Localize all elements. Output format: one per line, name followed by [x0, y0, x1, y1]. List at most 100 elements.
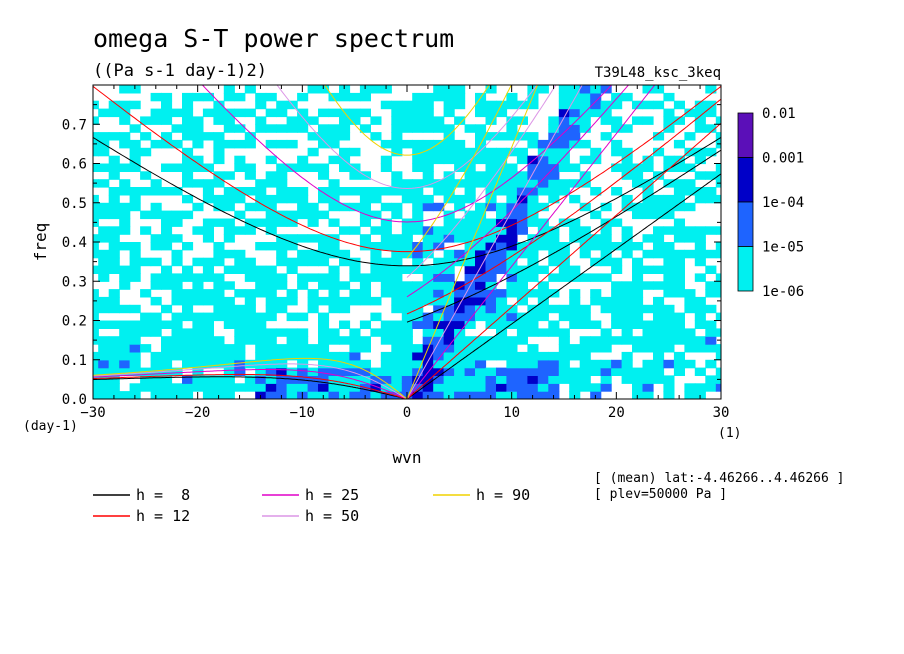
power-cell: [213, 359, 225, 369]
power-cell: [401, 187, 413, 196]
power-cell: [443, 375, 455, 384]
power-cell: [548, 187, 560, 196]
power-cell: [653, 210, 665, 220]
power-cell: [359, 187, 371, 196]
power-cell: [328, 202, 340, 212]
power-cell: [182, 296, 194, 306]
power-cell: [93, 391, 99, 399]
power-cell: [286, 289, 298, 298]
power-cell: [705, 108, 717, 118]
power-cell: [558, 273, 570, 282]
power-cell: [485, 194, 497, 204]
power-cell: [579, 108, 591, 118]
power-cell: [93, 320, 99, 329]
power-cell: [370, 249, 382, 259]
power-cell: [464, 273, 476, 282]
power-cell: [318, 210, 330, 220]
power-cell: [443, 187, 455, 196]
power-cell: [705, 383, 717, 392]
power-cell: [150, 281, 162, 290]
power-cell: [642, 367, 654, 376]
power-cell: [569, 92, 581, 102]
power-cell: [527, 351, 539, 361]
power-cell: [496, 336, 508, 345]
power-cell: [705, 100, 717, 110]
power-cell: [192, 132, 204, 141]
power-cell: [454, 367, 466, 376]
power-cell: [202, 296, 214, 306]
power-cell: [129, 367, 141, 376]
power-cell: [328, 383, 340, 392]
power-cell: [182, 273, 194, 282]
power-cell: [349, 202, 361, 212]
power-cell: [653, 281, 665, 290]
power-cell: [161, 320, 173, 329]
power-cell: [412, 100, 424, 110]
power-cell: [339, 147, 351, 157]
power-cell: [632, 367, 644, 376]
power-cell: [276, 383, 288, 392]
power-cell: [600, 108, 612, 118]
power-cell: [307, 116, 319, 125]
power-cell: [108, 132, 120, 141]
power-cell: [464, 367, 476, 376]
power-cell: [244, 187, 256, 196]
power-cell: [234, 249, 246, 259]
power-cell: [255, 273, 267, 282]
power-cell: [715, 249, 721, 259]
power-cell: [359, 320, 371, 329]
power-cell: [485, 249, 497, 259]
power-cell: [485, 281, 497, 290]
power-cell: [108, 242, 120, 251]
y-axis-label: freq: [31, 223, 50, 262]
power-cell: [632, 336, 644, 345]
power-cell: [506, 312, 518, 322]
power-cell: [475, 249, 487, 259]
power-cell: [527, 155, 539, 165]
power-cell: [370, 116, 382, 125]
power-cell: [611, 265, 623, 274]
power-cell: [443, 155, 455, 165]
power-cell: [391, 336, 403, 345]
power-cell: [182, 312, 194, 322]
power-cell: [705, 328, 717, 337]
power-cell: [192, 312, 204, 322]
power-cell: [590, 296, 602, 306]
power-cell: [265, 218, 277, 227]
power-cell: [433, 281, 445, 290]
power-cell: [454, 289, 466, 298]
power-cell: [297, 273, 309, 282]
power-cell: [380, 328, 392, 337]
power-cell: [93, 234, 99, 243]
power-cell: [663, 242, 675, 251]
power-cell: [412, 281, 424, 290]
power-cell: [642, 210, 654, 220]
power-cell: [516, 336, 528, 345]
power-cell: [527, 85, 539, 94]
power-cell: [412, 92, 424, 102]
power-cell: [464, 249, 476, 259]
power-cell: [161, 304, 173, 314]
power-cell: [255, 383, 267, 392]
power-cell: [548, 179, 560, 188]
power-cell: [569, 304, 581, 314]
power-cell: [307, 391, 319, 399]
power-cell: [213, 383, 225, 392]
power-cell: [579, 383, 591, 392]
power-cell: [506, 163, 518, 172]
power-cell: [715, 289, 721, 298]
power-cell: [202, 312, 214, 322]
power-cell: [579, 351, 591, 361]
power-cell: [694, 273, 706, 282]
note-latitude: [ (mean) lat:-4.46266..4.46266 ]: [594, 471, 844, 486]
power-cell: [276, 242, 288, 251]
power-cell: [454, 359, 466, 369]
power-cell: [412, 218, 424, 227]
power-cell: [579, 344, 591, 353]
power-cell: [318, 273, 330, 282]
power-cell: [673, 328, 685, 337]
power-cell: [621, 289, 633, 298]
power-cell: [182, 132, 194, 141]
power-cell: [454, 249, 466, 259]
power-cell: [98, 163, 110, 172]
